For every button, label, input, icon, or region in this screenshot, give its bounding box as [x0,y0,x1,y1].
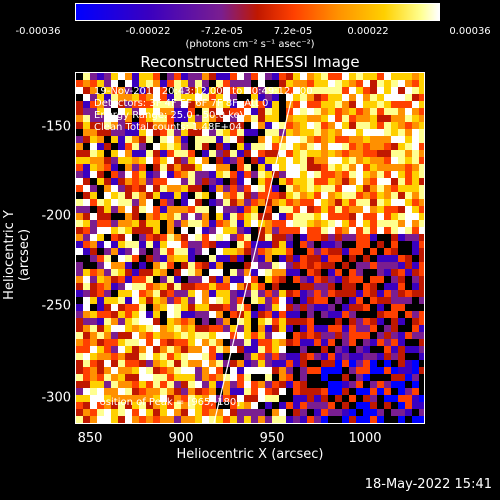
colorbar [75,3,440,21]
colorbar-tick-label: -0.00022 [125,26,171,37]
colorbar-gradient [76,4,439,20]
image-plot [75,72,425,424]
y-tick-label: -300 [41,390,71,406]
colorbar-tick-label: -0.00036 [15,26,61,37]
colorbar-units: (photons cm⁻² s⁻¹ asec⁻²) [185,39,315,50]
x-axis-label: Heliocentric X (arcsec) [176,447,324,462]
time-range-text: 19-Nov-2013 20:43:12.000 to 20:49:12.000 [94,86,313,97]
colorbar-tick-label: 0.00036 [449,26,491,37]
heatmap-image [76,73,424,423]
x-tick-label: 900 [168,431,194,446]
y-tick-label: -150 [41,119,71,135]
x-tick-label: 850 [77,431,103,446]
x-tick-label: 950 [259,431,285,446]
y-tick-label: -250 [41,298,71,314]
colorbar-tick-label: 7.2e-05 [273,26,313,37]
x-tick-label: 1000 [348,431,382,446]
timestamp: 18-May-2022 15:41 [364,477,492,492]
y-tick-label: -200 [41,208,71,224]
detectors-text: Detectors: 3F 4F 5F 6F 7F 8F, Att 0 [94,98,269,109]
y-axis-label: Heliocentric Y (arcsec) [2,210,32,300]
colorbar-tick-label: 0.00022 [347,26,389,37]
solar-limb-line [213,100,292,423]
heatmap-cells [76,73,424,423]
plot-title: Reconstructed RHESSI Image [140,53,360,71]
peak-position-text: Position of Peak = [965,-180] [94,397,241,408]
colorbar-tick-label: -7.2e-05 [201,26,243,37]
clean-counts-text: Clean Total counts: 1.48E+04 [94,122,242,133]
energy-range-text: Energy Range: 25.0 - 50.0 keV [94,110,247,121]
